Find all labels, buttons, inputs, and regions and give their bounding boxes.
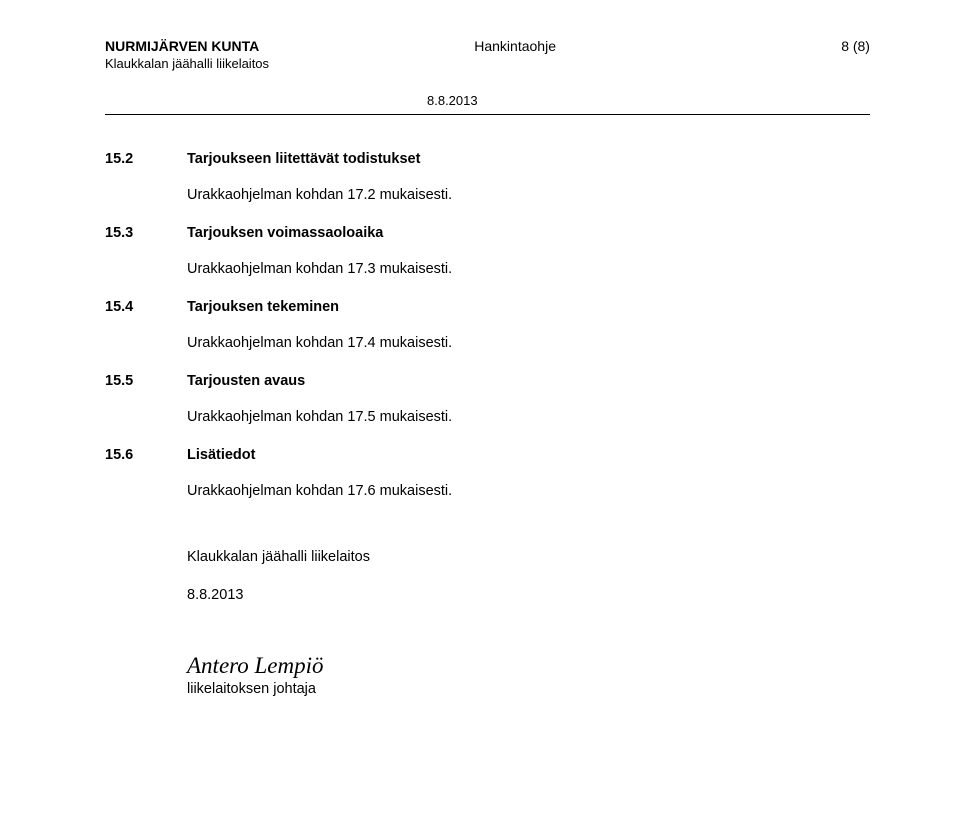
section-number: 15.2 (105, 151, 187, 167)
section-number: 15.3 (105, 225, 187, 241)
section-15-5: 15.5 Tarjousten avaus Urakkaohjelman koh… (105, 373, 870, 425)
section-body: Urakkaohjelman kohdan 17.3 mukaisesti. (187, 261, 870, 277)
section-title: Tarjouksen voimassaoloaika (187, 225, 383, 241)
org-subname: Klaukkalan jäähalli liikelaitos (105, 56, 269, 71)
section-title: Tarjouksen tekeminen (187, 299, 339, 315)
org-name: NURMIJÄRVEN KUNTA (105, 38, 269, 54)
footer-date: 8.8.2013 (187, 587, 870, 603)
header-row: NURMIJÄRVEN KUNTA Klaukkalan jäähalli li… (105, 38, 870, 71)
footer-block: Klaukkalan jäähalli liikelaitos 8.8.2013 (187, 549, 870, 603)
section-heading: 15.4 Tarjouksen tekeminen (105, 299, 870, 315)
doc-type: Hankintaohje (474, 38, 556, 54)
section-heading: 15.5 Tarjousten avaus (105, 373, 870, 389)
section-body: Urakkaohjelman kohdan 17.6 mukaisesti. (187, 483, 870, 499)
section-15-4: 15.4 Tarjouksen tekeminen Urakkaohjelman… (105, 299, 870, 351)
section-15-6: 15.6 Lisätiedot Urakkaohjelman kohdan 17… (105, 447, 870, 499)
section-body: Urakkaohjelman kohdan 17.5 mukaisesti. (187, 409, 870, 425)
section-body: Urakkaohjelman kohdan 17.2 mukaisesti. (187, 187, 870, 203)
header-left: NURMIJÄRVEN KUNTA Klaukkalan jäähalli li… (105, 38, 269, 71)
section-number: 15.4 (105, 299, 187, 315)
signature-title: liikelaitoksen johtaja (187, 681, 870, 697)
section-heading: 15.6 Lisätiedot (105, 447, 870, 463)
content: 15.2 Tarjoukseen liitettävät todistukset… (105, 151, 870, 697)
section-title: Lisätiedot (187, 447, 255, 463)
section-title: Tarjousten avaus (187, 373, 305, 389)
signature-block: Antero Lempiö liikelaitoksen johtaja (187, 653, 870, 697)
section-number: 15.6 (105, 447, 187, 463)
page-number: 8 (8) (841, 38, 870, 54)
page: NURMIJÄRVEN KUNTA Klaukkalan jäähalli li… (0, 0, 960, 838)
section-heading: 15.3 Tarjouksen voimassaoloaika (105, 225, 870, 241)
header-rule (105, 114, 870, 115)
section-body: Urakkaohjelman kohdan 17.4 mukaisesti. (187, 335, 870, 351)
footer-place: Klaukkalan jäähalli liikelaitos (187, 549, 870, 565)
header-date: 8.8.2013 (427, 93, 870, 108)
section-heading: 15.2 Tarjoukseen liitettävät todistukset (105, 151, 870, 167)
signature-name: Antero Lempiö (187, 653, 870, 679)
section-15-3: 15.3 Tarjouksen voimassaoloaika Urakkaoh… (105, 225, 870, 277)
section-number: 15.5 (105, 373, 187, 389)
section-15-2: 15.2 Tarjoukseen liitettävät todistukset… (105, 151, 870, 203)
section-title: Tarjoukseen liitettävät todistukset (187, 151, 420, 167)
